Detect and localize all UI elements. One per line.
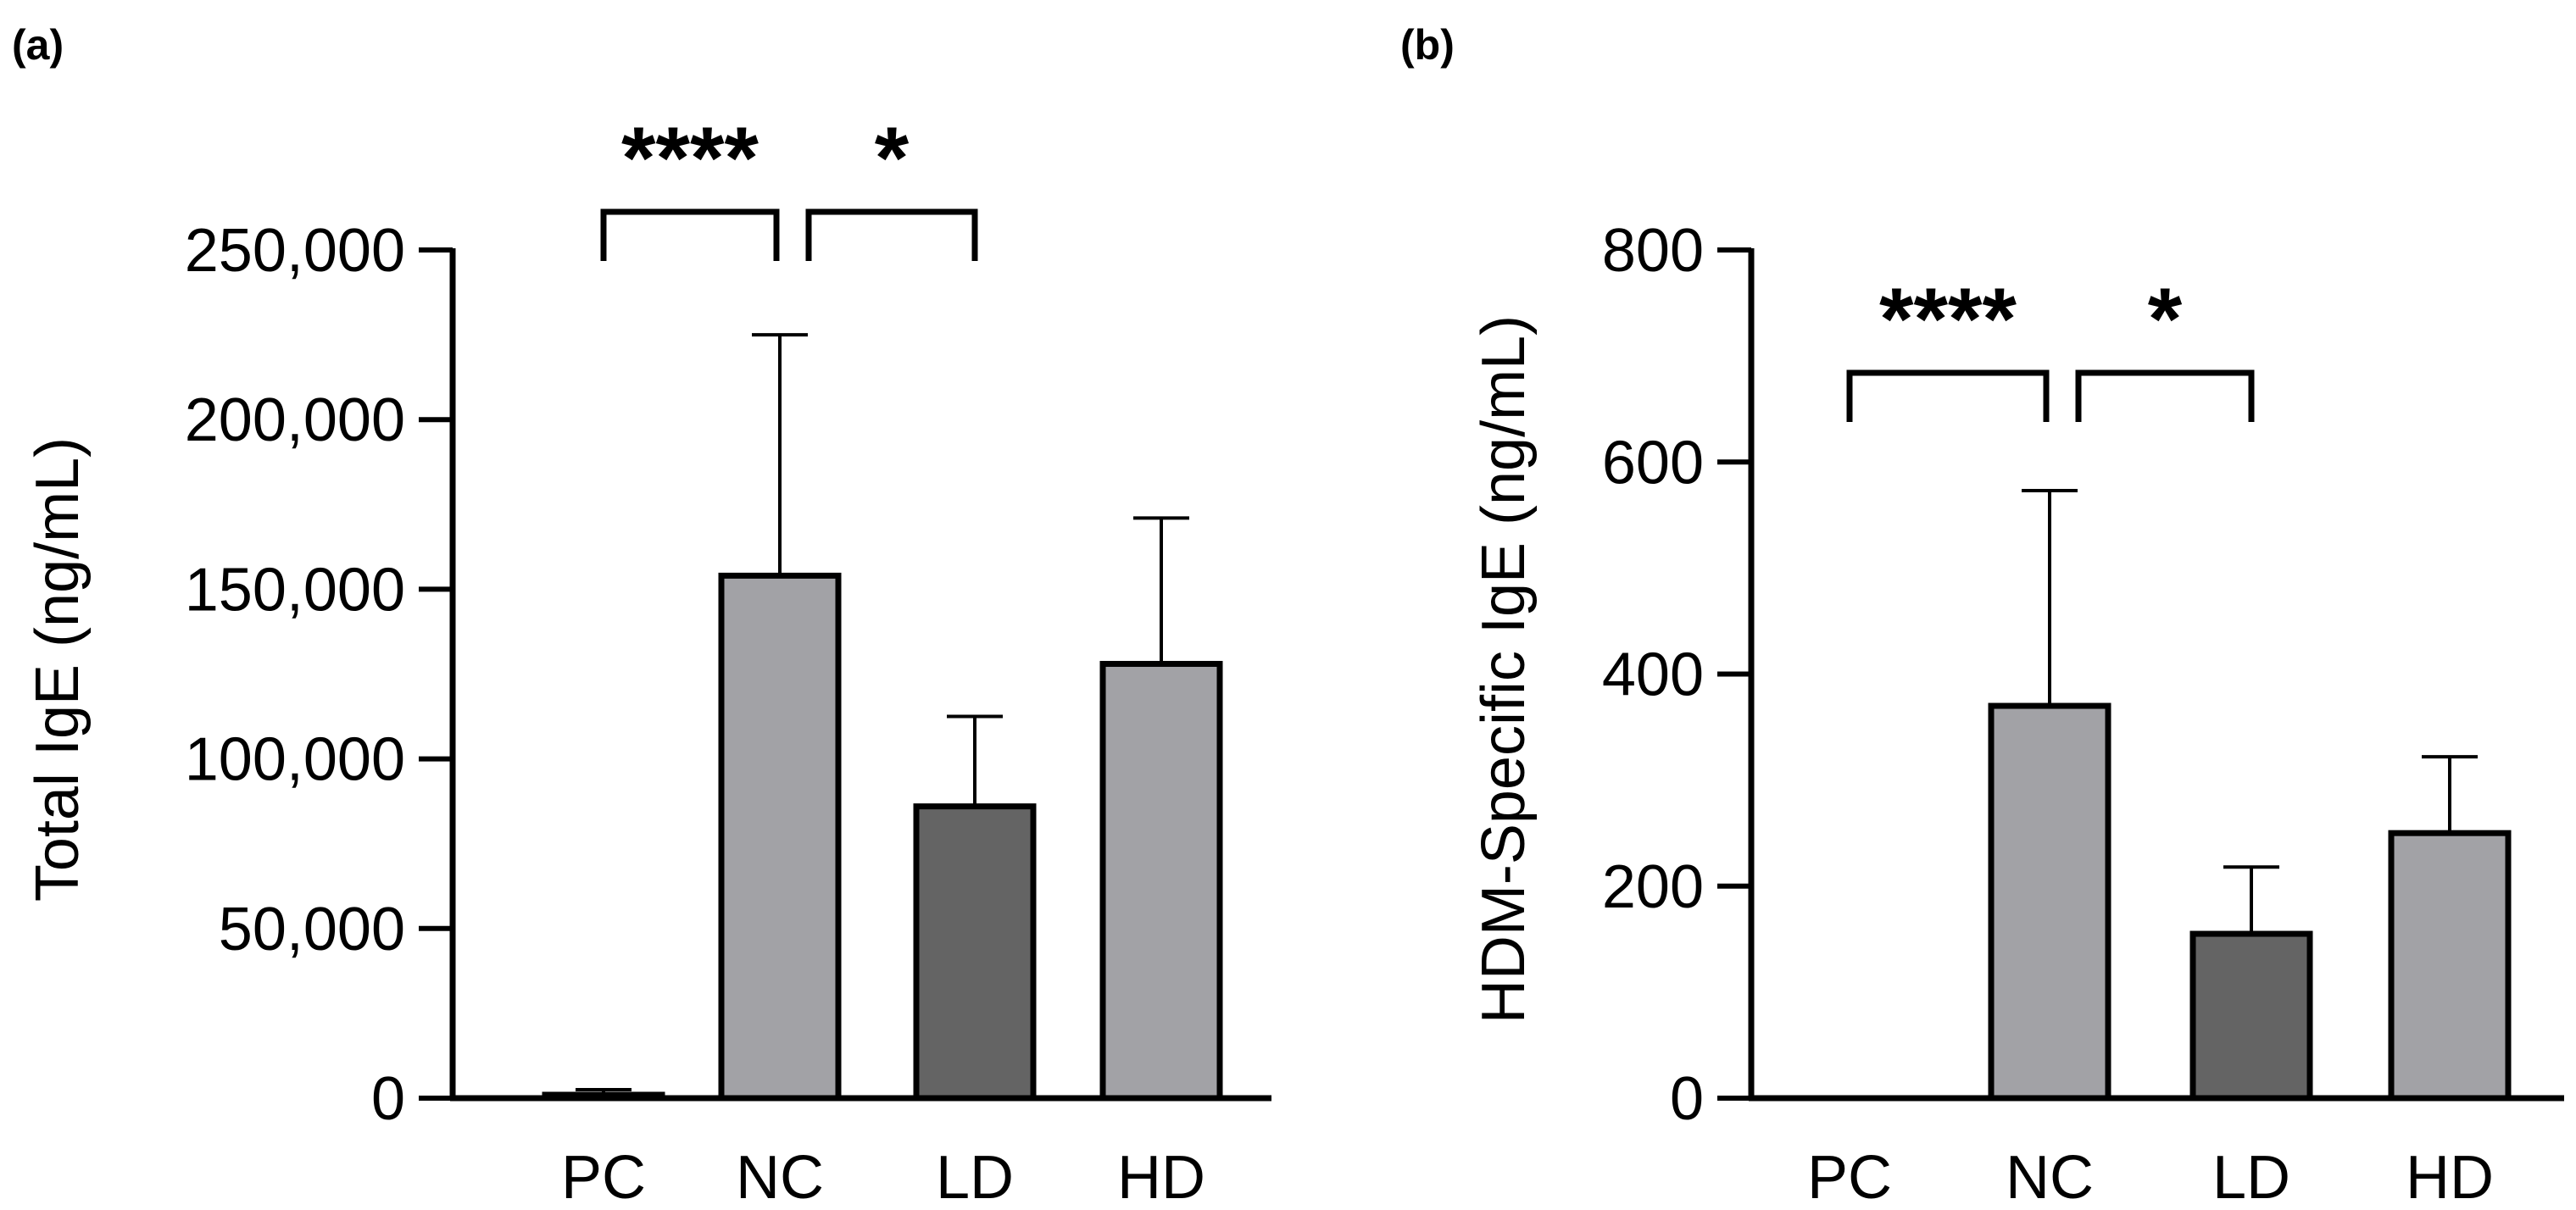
x-tick-label: NC <box>2006 1144 2094 1210</box>
significance-bracket <box>2075 369 2255 422</box>
bar-ld <box>913 803 1037 1102</box>
panel-label: (a) <box>12 21 64 69</box>
significance-stars: **** <box>1879 270 2017 369</box>
y-axis-title: HDM-Specific IgE (ng/mL) <box>1470 315 1538 1024</box>
y-tick-label: 400 <box>1602 641 1704 709</box>
x-tick-label: PC <box>1807 1144 1892 1210</box>
bar-nc <box>718 572 842 1102</box>
chart-panel-b: (b) HDM-Specific IgE (ng/mL) PC NC LD HD 0 200 4… <box>1400 21 2564 1210</box>
chart-panel-a: (a) Total IgE (ng/mL) PC NC LD HD 0 50,000 100,0… <box>12 21 1271 1210</box>
y-tick-label: 0 <box>1670 1065 1704 1133</box>
x-tick-label: PC <box>561 1144 646 1210</box>
y-tick-label: 200 <box>1602 853 1704 921</box>
panel-label: (b) <box>1400 21 1455 69</box>
bar-hd <box>2388 830 2512 1102</box>
significance-stars: **** <box>621 109 759 208</box>
y-tick-label: 800 <box>1602 217 1704 285</box>
y-tick-label: 50,000 <box>219 896 405 963</box>
y-tick-label: 600 <box>1602 429 1704 497</box>
y-tick-label: 200,000 <box>185 386 405 454</box>
x-tick-label: LD <box>936 1144 1014 1210</box>
x-tick-label: HD <box>2406 1144 2494 1210</box>
x-tick-label: NC <box>736 1144 824 1210</box>
x-tick-label: HD <box>1117 1144 1205 1210</box>
significance-bracket <box>805 208 978 261</box>
significance-stars: * <box>2148 270 2183 369</box>
y-axis-title: Total IgE (ng/mL) <box>24 437 92 902</box>
bar-hd <box>1099 660 1223 1102</box>
significance-stars: * <box>875 109 910 208</box>
y-tick-label: 100,000 <box>185 726 405 794</box>
y-tick-label: 150,000 <box>185 556 405 624</box>
x-tick-label: LD <box>2212 1144 2290 1210</box>
bar-nc <box>1988 702 2111 1102</box>
bar-ld <box>2189 930 2313 1102</box>
y-tick-label: 0 <box>371 1065 405 1133</box>
significance-bracket <box>1846 369 2050 422</box>
y-tick-label: 250,000 <box>185 217 405 285</box>
significance-bracket <box>600 208 780 261</box>
